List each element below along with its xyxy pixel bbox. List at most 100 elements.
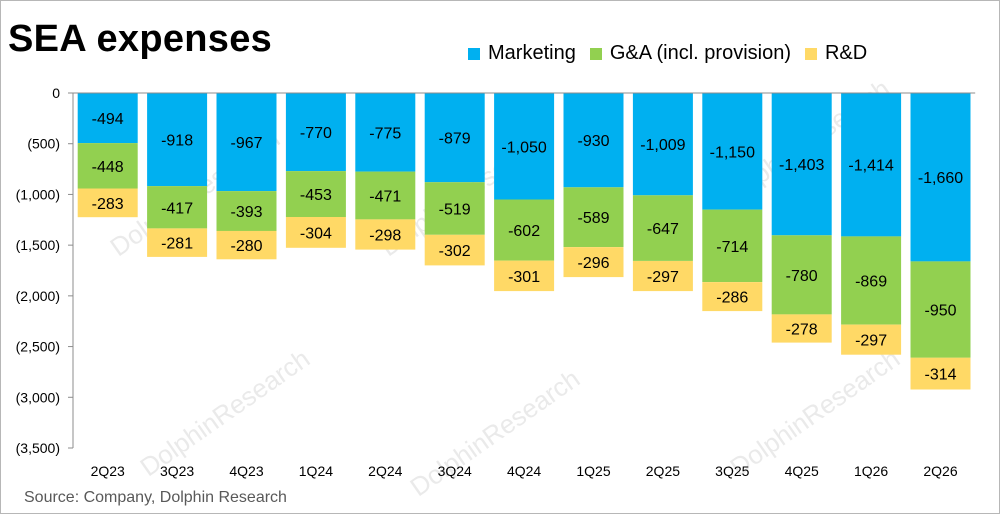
data-label-rd-1Q25: -296 — [577, 255, 609, 272]
source-note: Source: Company, Dolphin Research — [24, 489, 287, 506]
bar-marketing-1Q25 — [563, 93, 624, 188]
data-label-marketing-4Q24: -1,050 — [501, 139, 546, 156]
bar-rd-2Q25 — [632, 261, 693, 292]
bar-marketing-3Q25 — [702, 93, 763, 210]
bar-ga-2Q23 — [77, 143, 138, 189]
bar-rd-4Q25 — [771, 314, 832, 343]
data-label-ga-2Q24: -471 — [369, 189, 401, 206]
x-tick-label-4Q25: 4Q25 — [785, 463, 819, 479]
bar-rd-1Q24 — [285, 217, 346, 248]
data-label-ga-2Q25: -647 — [647, 221, 679, 238]
data-label-marketing-1Q24: -770 — [300, 125, 332, 142]
bar-marketing-4Q23 — [216, 93, 277, 192]
legend-label-marketing: Marketing — [488, 42, 576, 64]
bar-marketing-1Q24 — [285, 93, 346, 172]
bar-ga-4Q24 — [494, 199, 555, 261]
data-label-marketing-3Q23: -918 — [161, 133, 193, 150]
y-tick-label-1: (500) — [27, 136, 60, 152]
bar-ga-3Q25 — [702, 209, 763, 282]
data-label-marketing-1Q26: -1,414 — [848, 158, 893, 175]
data-label-rd-4Q24: -301 — [508, 269, 540, 286]
bar-ga-4Q23 — [216, 191, 277, 231]
bar-rd-4Q24 — [494, 260, 555, 292]
x-tick-label-2Q24: 2Q24 — [368, 463, 402, 479]
data-label-rd-2Q24: -298 — [369, 228, 401, 245]
bar-ga-2Q26 — [910, 261, 971, 358]
data-label-rd-2Q23: -283 — [92, 196, 124, 213]
data-label-rd-2Q26: -314 — [924, 367, 956, 384]
bar-rd-2Q23 — [77, 188, 138, 218]
bar-ga-2Q25 — [632, 195, 693, 261]
y-tick-label-0: 0 — [52, 85, 60, 101]
y-tick-label-7: (3,500) — [16, 440, 60, 456]
watermark-4: DolphinResearch — [405, 363, 586, 502]
bar-marketing-4Q24 — [494, 93, 555, 200]
y-tick-label-6: (3,000) — [16, 389, 60, 405]
data-label-marketing-1Q25: -930 — [577, 133, 609, 150]
data-label-ga-2Q23: -448 — [92, 159, 124, 176]
data-label-ga-4Q23: -393 — [230, 204, 262, 221]
data-label-rd-3Q25: -286 — [716, 290, 748, 307]
x-tick-label-3Q25: 3Q25 — [715, 463, 749, 479]
data-label-ga-4Q24: -602 — [508, 223, 540, 240]
bar-marketing-2Q24 — [355, 93, 416, 172]
bar-rd-3Q24 — [424, 234, 485, 266]
data-label-marketing-3Q25: -1,150 — [710, 144, 755, 161]
x-tick-label-1Q24: 1Q24 — [299, 463, 333, 479]
legend-swatch-rd — [804, 47, 817, 60]
data-label-marketing-2Q26: -1,660 — [918, 170, 963, 187]
bar-ga-3Q24 — [424, 182, 485, 235]
legend-swatch-marketing — [468, 47, 480, 60]
x-tick-label-1Q25: 1Q25 — [576, 463, 610, 479]
y-tick-label-4: (2,000) — [16, 288, 60, 304]
bar-marketing-4Q25 — [771, 93, 832, 236]
data-label-rd-4Q25: -278 — [786, 322, 818, 339]
data-label-ga-4Q25: -780 — [786, 268, 818, 285]
x-tick-label-3Q24: 3Q24 — [438, 463, 472, 479]
chart-title: SEA expenses — [8, 18, 273, 60]
bar-ga-3Q23 — [147, 186, 208, 229]
bar-rd-1Q25 — [563, 247, 624, 278]
bar-rd-2Q24 — [355, 219, 416, 250]
legend-item-rd: R&D — [804, 42, 868, 65]
data-label-ga-3Q23: -417 — [161, 200, 193, 217]
data-label-ga-3Q25: -714 — [716, 239, 748, 256]
y-tick-label-5: (2,500) — [16, 339, 60, 355]
bar-ga-4Q25 — [771, 235, 832, 315]
bar-rd-1Q26 — [841, 324, 902, 355]
x-tick-label-4Q23: 4Q23 — [229, 463, 263, 479]
x-tick-label-1Q26: 1Q26 — [854, 463, 888, 479]
data-label-marketing-3Q24: -879 — [439, 131, 471, 148]
data-label-marketing-2Q25: -1,009 — [640, 137, 685, 154]
data-label-rd-3Q24: -302 — [439, 243, 471, 260]
bar-rd-3Q25 — [702, 282, 763, 312]
bar-marketing-2Q23 — [77, 93, 138, 144]
x-tick-label-4Q24: 4Q24 — [507, 463, 541, 479]
y-tick-label-2: (1,000) — [16, 186, 60, 202]
data-label-marketing-2Q24: -775 — [369, 125, 401, 142]
data-label-ga-1Q26: -869 — [855, 274, 887, 291]
data-label-marketing-4Q23: -967 — [230, 135, 262, 152]
bar-marketing-2Q26 — [910, 93, 971, 262]
y-tick-label-3: (1,500) — [16, 237, 60, 253]
legend-label-rd: R&D — [824, 42, 868, 64]
data-label-marketing-4Q25: -1,403 — [779, 157, 824, 174]
x-tick-label-3Q23: 3Q23 — [160, 463, 194, 479]
bar-ga-2Q24 — [355, 171, 416, 220]
data-label-rd-1Q24: -304 — [300, 226, 332, 243]
watermark-5: DolphinResearch — [725, 343, 906, 482]
data-label-ga-1Q25: -589 — [577, 210, 609, 227]
bar-rd-2Q26 — [910, 357, 971, 390]
legend: Marketing G&A (incl. provision) R&D — [468, 42, 881, 65]
legend-swatch-ga — [589, 47, 602, 60]
legend-item-marketing: Marketing — [468, 42, 576, 65]
data-label-ga-1Q24: -453 — [300, 187, 332, 204]
data-label-rd-4Q23: -280 — [230, 238, 262, 255]
data-label-ga-2Q26: -950 — [924, 303, 956, 320]
bar-rd-3Q23 — [147, 228, 208, 257]
bar-marketing-3Q23 — [147, 93, 208, 187]
bar-ga-1Q26 — [841, 236, 902, 325]
bar-marketing-2Q25 — [632, 93, 693, 196]
x-tick-label-2Q23: 2Q23 — [91, 463, 125, 479]
legend-item-ga: G&A (incl. provision) — [589, 42, 791, 65]
